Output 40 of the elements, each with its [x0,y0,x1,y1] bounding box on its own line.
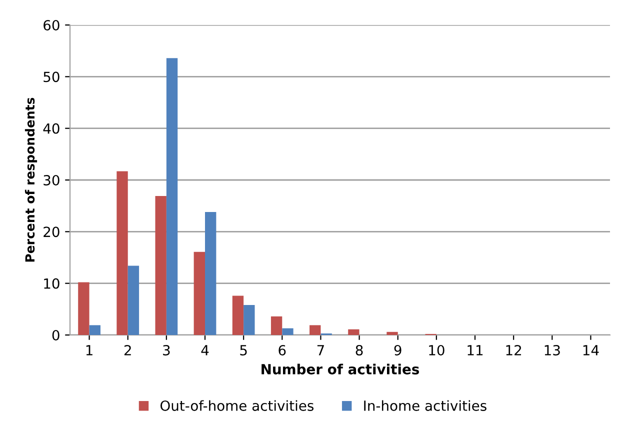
bar [166,58,178,335]
bar [89,325,100,335]
bar [128,266,140,335]
x-tick-label: 10 [429,344,444,356]
x-tick-label: 13 [544,344,560,356]
x-tick-label: 2 [124,344,131,356]
legend-label: Out-of-home activities [160,400,314,411]
x-tick-label: 1 [86,345,92,356]
x-tick-label: 3 [163,344,170,356]
y-tick-label: 30 [44,174,60,186]
x-axis-title: Number of activities [262,364,420,374]
x-tick-label: 7 [317,345,324,356]
x-tick-label: 5 [240,345,247,356]
x-tick-label: 11 [468,345,483,356]
x-tick-label: 4 [201,345,209,356]
bar [155,196,166,335]
bar [205,212,216,335]
bar [348,329,360,335]
y-tick-label: 10 [44,278,60,289]
x-tick-label: 9 [394,344,402,356]
bar [116,171,128,335]
legend-label: In-home activities [364,400,486,411]
bar [78,282,90,335]
y-tick-label: 20 [44,226,60,238]
bar [310,325,321,335]
bar [282,328,294,335]
bar [244,305,255,335]
y-tick-label: 40 [43,123,60,134]
y-axis-title: Percent of respondents [24,98,38,262]
y-tick-label: 50 [44,72,60,82]
x-tick-label: 6 [278,344,286,356]
y-tick-label: 60 [44,20,60,30]
bar [194,252,205,335]
x-tick-label: 14 [583,345,599,356]
y-tick-label: 0 [52,330,60,340]
bar [232,296,244,335]
bar [270,316,282,335]
x-tick-label: 8 [356,344,363,356]
bar [386,332,398,335]
x-tick-label: 12 [506,344,522,356]
